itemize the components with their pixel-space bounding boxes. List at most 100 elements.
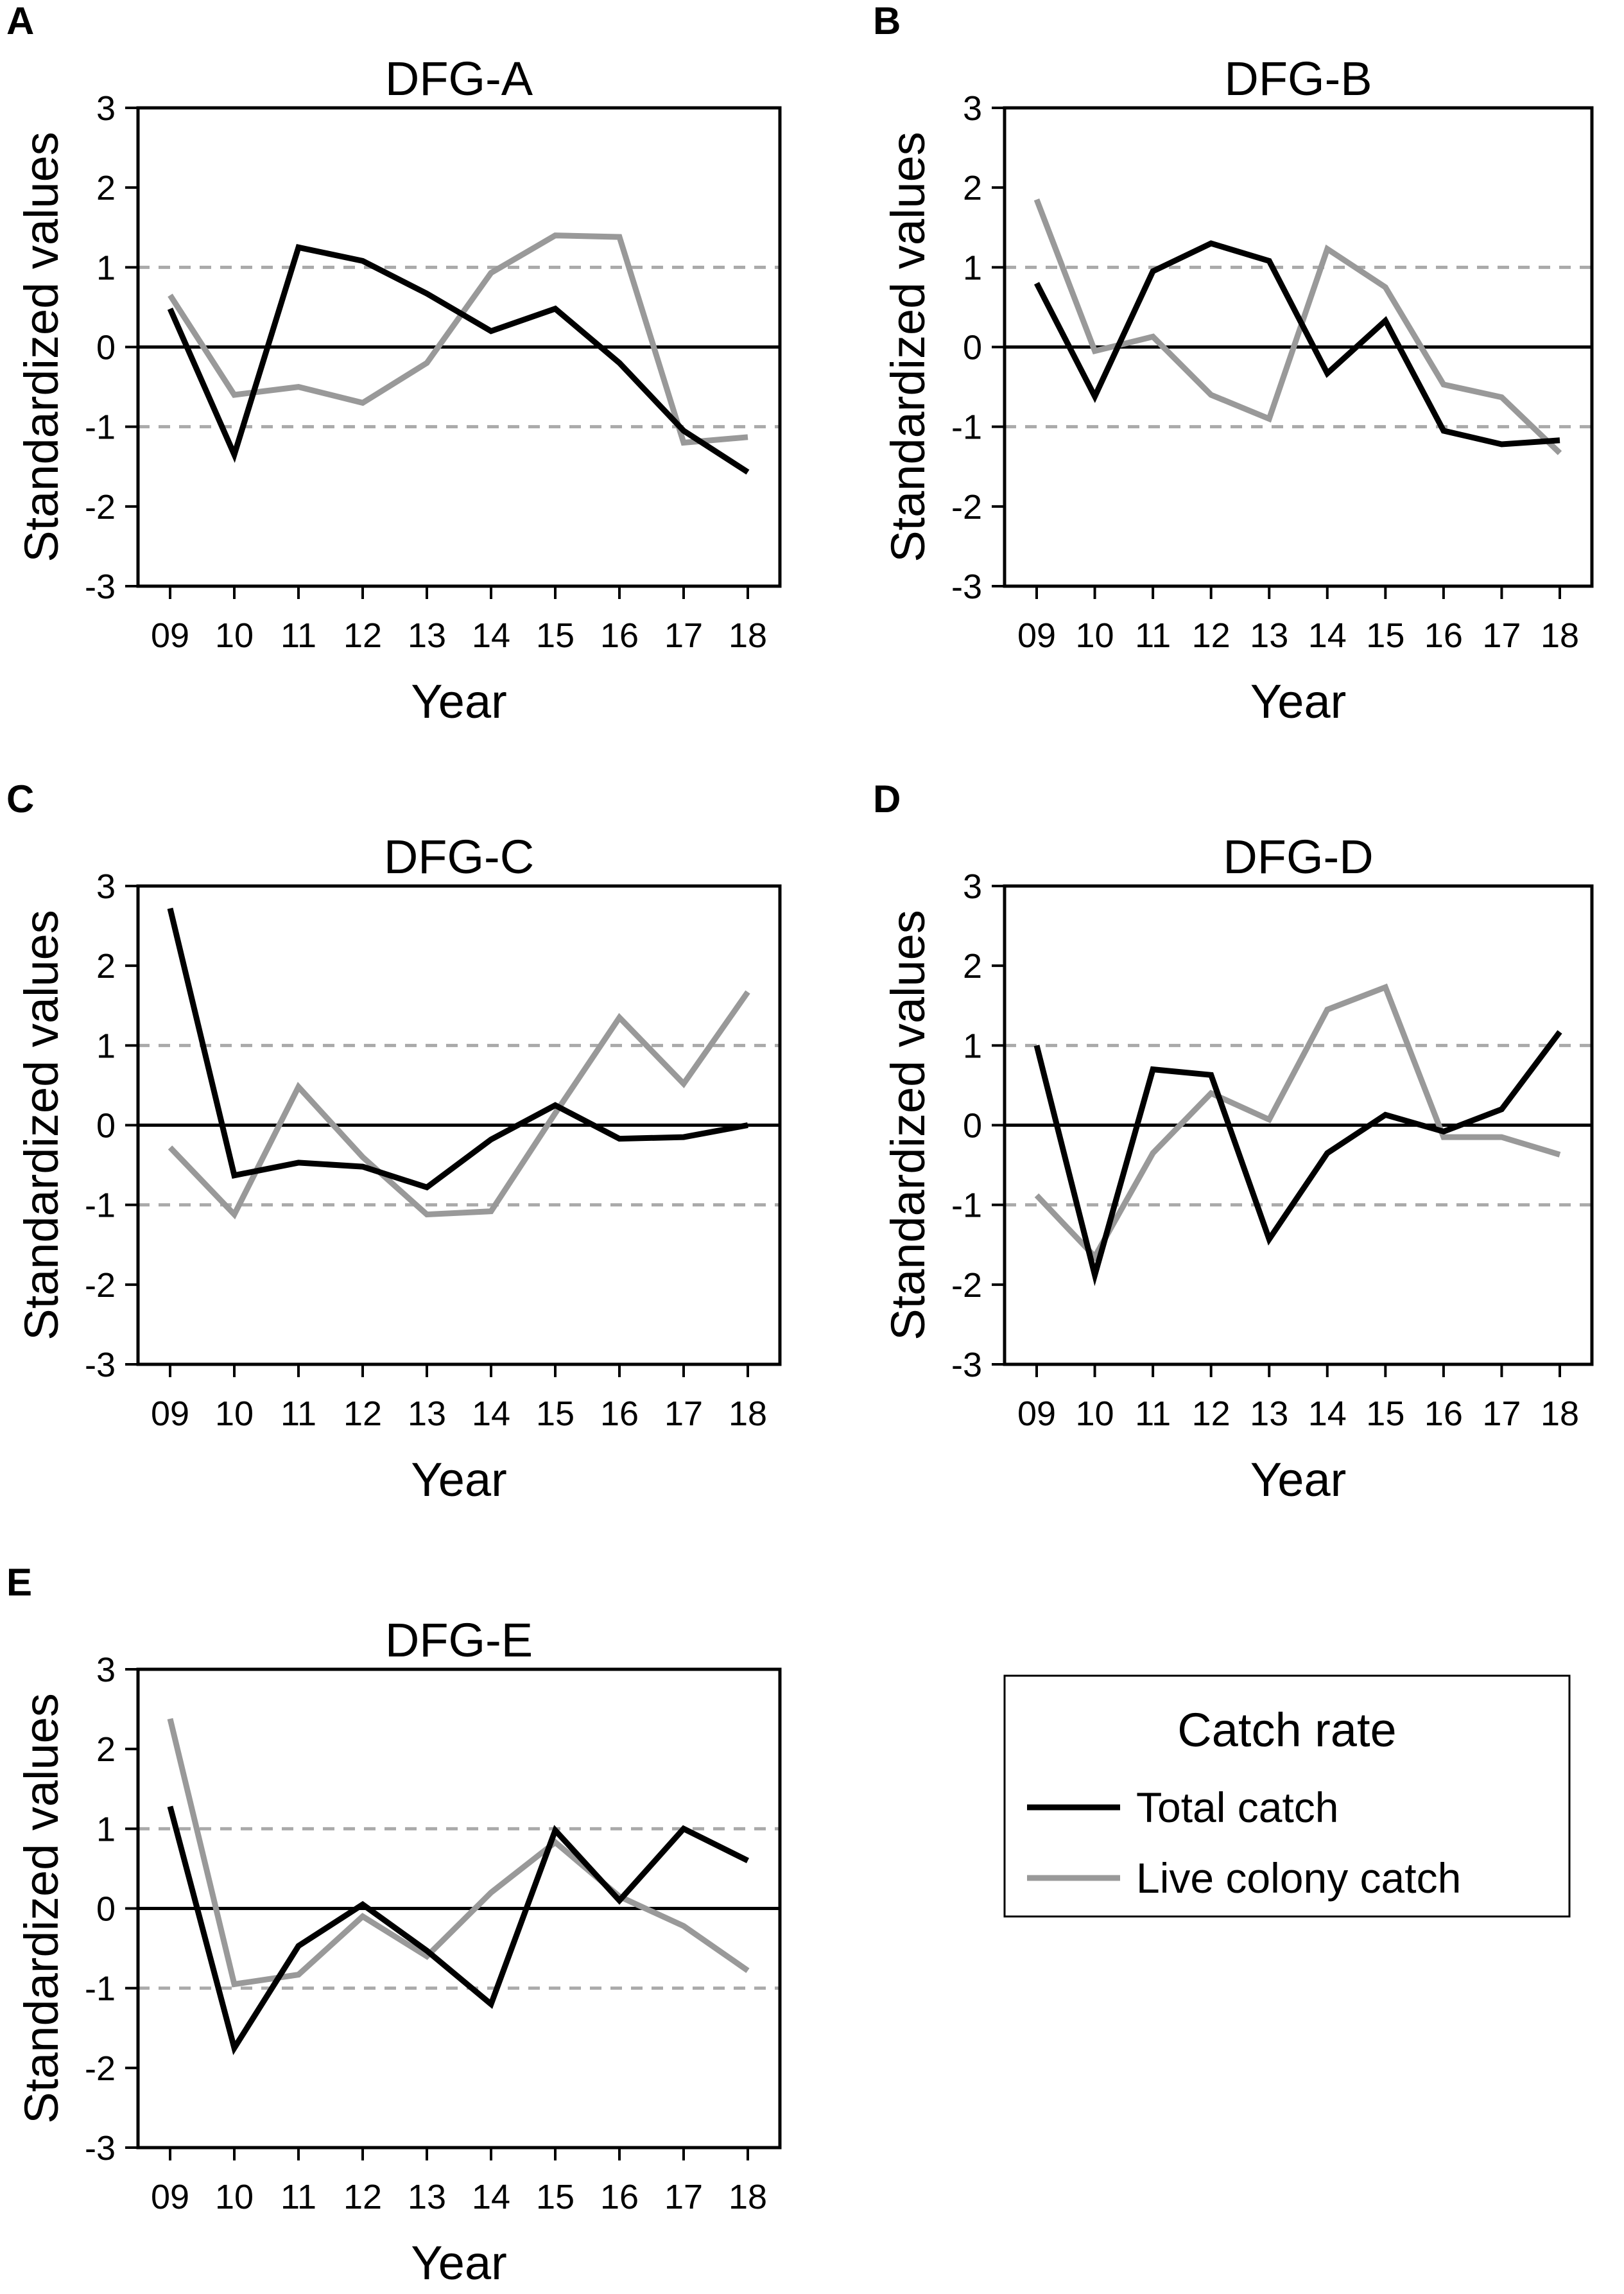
y-tick-label: 0 [96, 1107, 116, 1145]
x-tick-label: 10 [1076, 1395, 1114, 1433]
x-tick-label: 12 [343, 2178, 382, 2216]
x-tick-label: 15 [1366, 616, 1404, 655]
x-tick-label: 18 [729, 1395, 767, 1433]
panel-title: DFG-C [384, 830, 534, 883]
x-tick-label: 16 [600, 2178, 639, 2216]
x-tick-label: 16 [600, 1395, 639, 1433]
x-axis-label: Year [1250, 675, 1347, 728]
x-tick-label: 12 [343, 1395, 382, 1433]
legend-label-total-catch: Total catch [1136, 1784, 1339, 1831]
x-tick-label: 11 [1135, 616, 1171, 655]
x-tick-label: 17 [1482, 1395, 1521, 1433]
y-tick-label: -1 [951, 1186, 982, 1225]
y-tick-label: -3 [85, 568, 116, 606]
panel-letter: A [6, 0, 34, 42]
x-tick-label: 09 [151, 1395, 189, 1433]
y-tick-label: 3 [96, 89, 116, 128]
panel-title: DFG-A [385, 52, 533, 105]
series-line-live-colony-catch [168, 232, 748, 446]
x-tick-label: 11 [281, 616, 316, 655]
y-tick-label: -1 [951, 408, 982, 447]
series-line-live-colony-catch [167, 1717, 750, 1988]
x-tick-label: 17 [664, 1395, 703, 1433]
y-axis-label: Standardized values [15, 910, 68, 1341]
y-tick-label: 3 [963, 867, 982, 906]
series-line-live-colony-catch [1033, 198, 1562, 455]
x-tick-label: 12 [1192, 616, 1231, 655]
panel-title: DFG-D [1223, 830, 1373, 883]
x-tick-label: 13 [408, 1395, 446, 1433]
y-axis-label: Standardized values [881, 910, 935, 1341]
y-tick-label: -2 [951, 488, 982, 526]
x-tick-label: 14 [1308, 616, 1347, 655]
legend: Catch rate Total catch Live colony catch [1003, 1674, 1571, 1918]
x-axis-label: Year [411, 1453, 507, 1506]
x-tick-label: 14 [472, 1395, 510, 1433]
legend-title: Catch rate [1177, 1703, 1396, 1757]
panel-letter: D [873, 778, 901, 821]
x-tick-label: 18 [729, 616, 767, 655]
x-tick-label: 11 [281, 2178, 316, 2216]
y-tick-label: -1 [85, 1186, 116, 1225]
y-tick-label: 1 [96, 248, 116, 287]
y-tick-label: 1 [96, 1027, 116, 1065]
series-line-total-catch [1033, 1030, 1562, 1287]
y-tick-label: 3 [96, 1651, 116, 1689]
x-tick-label: 14 [472, 616, 510, 655]
x-tick-label: 15 [536, 2178, 574, 2216]
y-tick-label: 0 [96, 1890, 116, 1929]
x-axis-label: Year [411, 2236, 507, 2290]
x-tick-label: 18 [729, 2178, 767, 2216]
series-line-total-catch [167, 907, 748, 1191]
x-tick-label: 09 [1017, 616, 1056, 655]
panel-letter: E [6, 1561, 32, 1604]
x-tick-label: 12 [343, 616, 382, 655]
x-tick-label: 13 [1250, 616, 1288, 655]
y-tick-label: 2 [96, 947, 116, 986]
y-tick-label: 2 [963, 169, 982, 207]
y-tick-label: -2 [85, 488, 116, 526]
x-tick-label: 15 [536, 616, 574, 655]
x-tick-label: 15 [536, 1395, 574, 1433]
x-tick-label: 18 [1541, 1395, 1579, 1433]
x-tick-label: 14 [1308, 1395, 1347, 1433]
x-tick-label: 16 [1424, 1395, 1463, 1433]
y-tick-label: 0 [96, 329, 116, 367]
y-tick-label: 0 [963, 329, 982, 367]
x-tick-label: 11 [281, 1395, 316, 1433]
x-tick-label: 10 [215, 1395, 254, 1433]
y-axis-label: Standardized values [881, 132, 935, 562]
x-tick-label: 09 [151, 2178, 189, 2216]
x-tick-label: 11 [1135, 1395, 1171, 1433]
x-tick-label: 13 [1250, 1395, 1288, 1433]
y-tick-label: 3 [963, 89, 982, 128]
y-tick-label: -2 [951, 1266, 982, 1305]
panel-title: DFG-B [1224, 52, 1372, 105]
y-tick-label: 1 [963, 248, 982, 287]
x-tick-label: 16 [600, 616, 639, 655]
y-tick-label: -3 [951, 568, 982, 606]
panel-letter: B [873, 0, 901, 42]
y-tick-label: 3 [96, 867, 116, 906]
panel-title: DFG-E [385, 1613, 533, 1667]
y-tick-label: -1 [85, 408, 116, 447]
y-axis-label: Standardized values [15, 1693, 68, 2124]
y-tick-label: 2 [96, 1730, 116, 1769]
y-tick-label: -3 [85, 2129, 116, 2168]
y-axis-label: Standardized values [15, 132, 68, 562]
x-tick-label: 17 [664, 2178, 703, 2216]
x-tick-label: 13 [408, 616, 446, 655]
x-tick-label: 10 [215, 616, 254, 655]
legend-label-live-colony-catch: Live colony catch [1136, 1854, 1461, 1902]
x-tick-label: 16 [1424, 616, 1463, 655]
y-tick-label: -3 [85, 1346, 116, 1384]
y-tick-label: 1 [963, 1027, 982, 1065]
y-tick-label: 1 [96, 1810, 116, 1848]
